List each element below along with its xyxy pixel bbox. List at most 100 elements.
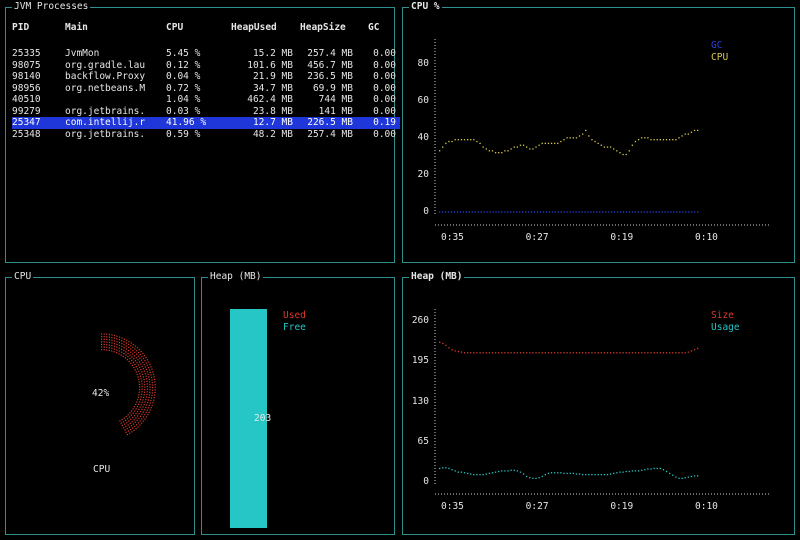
process-row[interactable]: 25348 org.jetbrains.j 0.59 % 48.2 MB 257.4 M… (12, 129, 400, 141)
data-point (474, 211, 476, 213)
process-row[interactable]: 98956 org.netbeans.Ma 0.72 % 34.7 MB 69.9 MB… (12, 83, 400, 95)
gauge-dot (101, 341, 103, 343)
gauge-dot (113, 334, 116, 337)
gauge-dot (153, 376, 155, 378)
data-point (588, 473, 590, 476)
gauge-dot (130, 342, 132, 344)
data-point (513, 146, 515, 148)
column-header-cpu[interactable]: CPU (166, 22, 184, 33)
gauge-dot (113, 337, 116, 339)
data-point (522, 144, 525, 146)
gauge-dot (106, 338, 108, 341)
cpu-gauge-title: CPU (12, 271, 34, 283)
cell-cpu: 0.72 % (166, 82, 201, 94)
data-point (525, 211, 527, 213)
data-point (693, 475, 696, 477)
gauge-dot (106, 333, 108, 335)
process-row[interactable]: 25335 JvmMon 5.45 % 15.2 MB 257.4 MB 0.00 (12, 48, 400, 60)
data-point (656, 352, 658, 354)
gauge-dot (146, 364, 149, 366)
data-point (691, 211, 693, 213)
data-point (634, 140, 637, 143)
data-point (557, 142, 559, 145)
data-point (619, 152, 621, 154)
data-point (544, 473, 546, 476)
process-row[interactable]: 98140 backflow.ProxyS 0.04 % 21.9 MB 236.5 M… (12, 71, 400, 83)
data-point (445, 344, 447, 347)
y-tick-label: 65 (417, 435, 429, 447)
heap-bar-panel: Heap (MB) (201, 271, 395, 535)
data-point (597, 352, 599, 354)
cpu-percent-panel: CPU % (402, 1, 795, 263)
gauge-dot (132, 343, 135, 346)
data-point (569, 472, 571, 475)
data-point (682, 211, 684, 213)
data-point (533, 211, 536, 213)
gauge-dot (139, 366, 141, 368)
gauge-dot (137, 355, 139, 357)
gauge-dot (139, 420, 141, 422)
gauge-dot (147, 373, 149, 375)
gauge-dot (128, 416, 131, 418)
data-point (494, 152, 497, 154)
data-point (491, 150, 494, 152)
data-point (594, 140, 596, 143)
data-point (519, 144, 522, 146)
gauge-dot (103, 341, 105, 343)
gauge-dot (130, 362, 132, 364)
data-point (575, 352, 578, 354)
data-point (482, 146, 484, 148)
data-point (622, 211, 625, 213)
gauge-dot (138, 408, 140, 410)
data-point (637, 139, 640, 141)
cell-gc: 0.00 (373, 105, 396, 117)
column-header-pid[interactable]: PID (12, 22, 30, 33)
column-header-heap-used[interactable]: HeapUsed (231, 22, 277, 33)
data-point (678, 137, 680, 139)
data-point (606, 146, 609, 148)
data-point (527, 211, 530, 213)
gauge-dot (127, 352, 129, 355)
data-point (611, 211, 613, 213)
process-row[interactable]: 98075 org.gradle.laun 0.12 % 101.6 MB 456.7 … (12, 60, 400, 72)
data-point (482, 352, 484, 354)
gauge-dot (145, 411, 147, 414)
data-point (439, 341, 441, 343)
data-point (622, 352, 624, 354)
data-point (529, 148, 531, 150)
process-row[interactable]: 40510 1.04 % 462.4 MB 744 MB 0.00 (12, 94, 400, 106)
data-point (647, 137, 649, 139)
data-point (566, 211, 568, 213)
data-point (669, 472, 671, 475)
gauge-dot (138, 351, 140, 354)
chart-svg (434, 39, 771, 226)
column-header-heap-size[interactable]: HeapSize (300, 22, 346, 33)
gauge-dot (111, 334, 113, 336)
data-point (605, 211, 607, 213)
column-header-main[interactable]: Main (65, 22, 88, 33)
data-point (658, 211, 660, 213)
gauge-dot (135, 357, 137, 359)
data-point (667, 211, 669, 213)
data-point (495, 211, 497, 213)
gauge-dot (142, 411, 144, 413)
data-point (588, 352, 590, 354)
gauge-dot (125, 342, 127, 344)
gauge-dot (139, 353, 141, 356)
process-row[interactable]: 99279 org.jetbrains.i 0.03 % 23.8 MB 141 MB 0… (12, 106, 400, 118)
column-header-gc[interactable]: GC (368, 22, 380, 33)
gauge-dot (116, 341, 118, 343)
process-row[interactable]: 25347 com.intellij.rt 41.96 % 12.7 MB 226.5 … (12, 117, 400, 129)
gauge-svg (101, 333, 156, 436)
gauge-dot (108, 336, 110, 338)
cell-main: org.jetbrains.i (65, 105, 145, 117)
gauge-dot (148, 396, 150, 399)
series-usage (439, 467, 699, 479)
gauge-dot (142, 368, 144, 370)
data-point (650, 468, 652, 470)
data-point (507, 211, 509, 213)
data-point (532, 352, 534, 354)
gauge-dot (127, 424, 129, 426)
data-point (451, 140, 453, 143)
gauge-dot (138, 394, 140, 396)
